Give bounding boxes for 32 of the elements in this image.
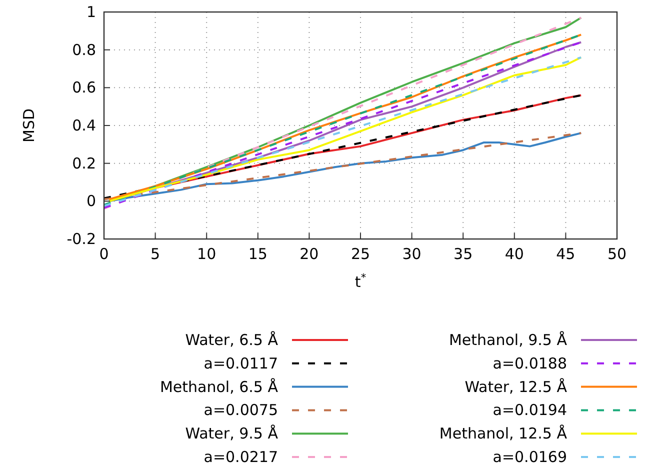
legend-label: a=0.0169 [492,448,567,466]
x-tick-label: 10 [197,245,216,263]
legend-label: Water, 6.5 Å [185,331,279,349]
x-tick-label: 0 [99,245,109,263]
x-tick-label: 30 [402,245,422,263]
legend-label: a=0.0117 [204,354,278,372]
legend-label: Methanol, 6.5 Å [160,378,279,396]
legend-label: a=0.0217 [204,448,278,466]
legend-label: Water, 9.5 Å [185,424,279,443]
x-tick-label: 15 [248,245,268,263]
legend-label: a=0.0194 [492,401,567,420]
x-tick-label: 20 [300,245,319,263]
legend-label: a=0.0188 [492,354,567,372]
x-tick-label: 5 [150,245,160,263]
legend-label: Methanol, 12.5 Å [439,424,568,443]
x-tick-label: 45 [556,245,576,263]
y-tick-label: 1 [86,3,96,21]
y-tick-label: 0.2 [72,154,96,172]
x-tick-label: 40 [504,245,524,263]
y-tick-label: -0.2 [66,230,96,248]
x-tick-label: 35 [454,245,473,263]
x-axis-title: t$^{*}$ [354,272,366,291]
y-tick-label: 0.8 [72,40,96,59]
x-tick-label: 50 [607,245,627,263]
y-tick-label: 0 [86,192,96,210]
y-tick-label: 0.6 [72,78,96,97]
legend-label: Water, 12.5 Å [464,378,568,396]
legend-label: a=0.0075 [204,401,278,420]
y-tick-label: 0.4 [72,116,96,134]
legend-label: Methanol, 9.5 Å [448,331,568,349]
y-axis-title: MSD [20,108,38,143]
x-tick-label: 25 [350,245,370,263]
